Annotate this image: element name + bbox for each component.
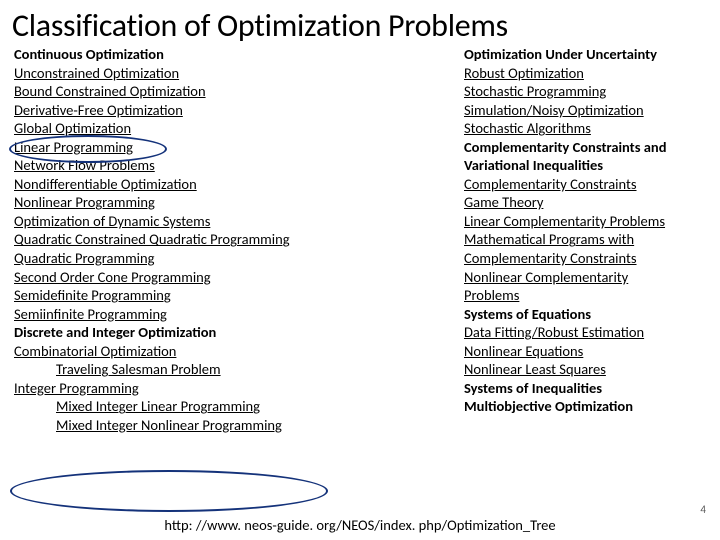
- link-milp[interactable]: Mixed Integer Linear Programming: [14, 397, 446, 416]
- link-global-opt[interactable]: Global Optimization: [14, 119, 446, 138]
- heading-complementarity-a: Complementarity Constraints and: [464, 138, 712, 157]
- heading-discrete: Discrete and Integer Optimization: [14, 323, 446, 342]
- link-nlls[interactable]: Nonlinear Least Squares: [464, 360, 712, 379]
- link-ncp-a[interactable]: Nonlinear Complementarity: [464, 268, 712, 287]
- content-columns: Continuous Optimization Unconstrained Op…: [0, 45, 720, 434]
- link-game-theory[interactable]: Game Theory: [464, 193, 712, 212]
- slide-title: Classification of Optimization Problems: [0, 0, 720, 45]
- heading-multiobj: Multiobjective Optimization: [464, 397, 712, 416]
- heading-uncertainty: Optimization Under Uncertainty: [464, 45, 712, 64]
- link-tsp[interactable]: Traveling Salesman Problem: [14, 360, 446, 379]
- link-nonlinear-eq[interactable]: Nonlinear Equations: [464, 342, 712, 361]
- link-combinatorial[interactable]: Combinatorial Optimization: [14, 342, 446, 361]
- link-nondiff[interactable]: Nondifferentiable Optimization: [14, 175, 446, 194]
- link-mpcc-a[interactable]: Mathematical Programs with: [464, 230, 712, 249]
- link-comp-constraints[interactable]: Complementarity Constraints: [464, 175, 712, 194]
- heading-continuous: Continuous Optimization: [14, 45, 446, 64]
- left-column: Continuous Optimization Unconstrained Op…: [14, 45, 446, 434]
- link-unconstrained[interactable]: Unconstrained Optimization: [14, 64, 446, 83]
- link-semiinf[interactable]: Semiinfinite Programming: [14, 305, 446, 324]
- link-minlp[interactable]: Mixed Integer Nonlinear Programming: [14, 416, 446, 435]
- link-integer-prog[interactable]: Integer Programming: [14, 379, 446, 398]
- link-sim-noisy[interactable]: Simulation/Noisy Optimization: [464, 101, 712, 120]
- link-lcp[interactable]: Linear Complementarity Problems: [464, 212, 712, 231]
- link-network-flow[interactable]: Network Flow Problems: [14, 156, 446, 175]
- page-number: 4: [700, 503, 706, 516]
- link-qcqp[interactable]: Quadratic Constrained Quadratic Programm…: [14, 230, 446, 249]
- link-ncp-b[interactable]: Problems: [464, 286, 712, 305]
- link-data-fitting[interactable]: Data Fitting/Robust Estimation: [464, 323, 712, 342]
- link-mpcc-b[interactable]: Complementarity Constraints: [464, 249, 712, 268]
- heading-sys-ineq: Systems of Inequalities: [464, 379, 712, 398]
- link-qp[interactable]: Quadratic Programming: [14, 249, 446, 268]
- link-robust[interactable]: Robust Optimization: [464, 64, 712, 83]
- link-stochastic-alg[interactable]: Stochastic Algorithms: [464, 119, 712, 138]
- right-column: Optimization Under Uncertainty Robust Op…: [464, 45, 712, 434]
- footer-url: http: //www. neos-guide. org/NEOS/index.…: [0, 516, 720, 534]
- link-dynamic-sys[interactable]: Optimization of Dynamic Systems: [14, 212, 446, 231]
- link-sdp[interactable]: Semidefinite Programming: [14, 286, 446, 305]
- link-derivative-free[interactable]: Derivative-Free Optimization: [14, 101, 446, 120]
- link-socp[interactable]: Second Order Cone Programming: [14, 268, 446, 287]
- link-bound-constrained[interactable]: Bound Constrained Optimization: [14, 82, 446, 101]
- heading-sys-eq: Systems of Equations: [464, 305, 712, 324]
- link-stochastic-prog[interactable]: Stochastic Programming: [464, 82, 712, 101]
- annotation-ellipse-1: [10, 470, 328, 512]
- link-linear-prog[interactable]: Linear Programming: [14, 138, 446, 157]
- heading-complementarity-b: Variational Inequalities: [464, 156, 712, 175]
- link-nonlinear-prog[interactable]: Nonlinear Programming: [14, 193, 446, 212]
